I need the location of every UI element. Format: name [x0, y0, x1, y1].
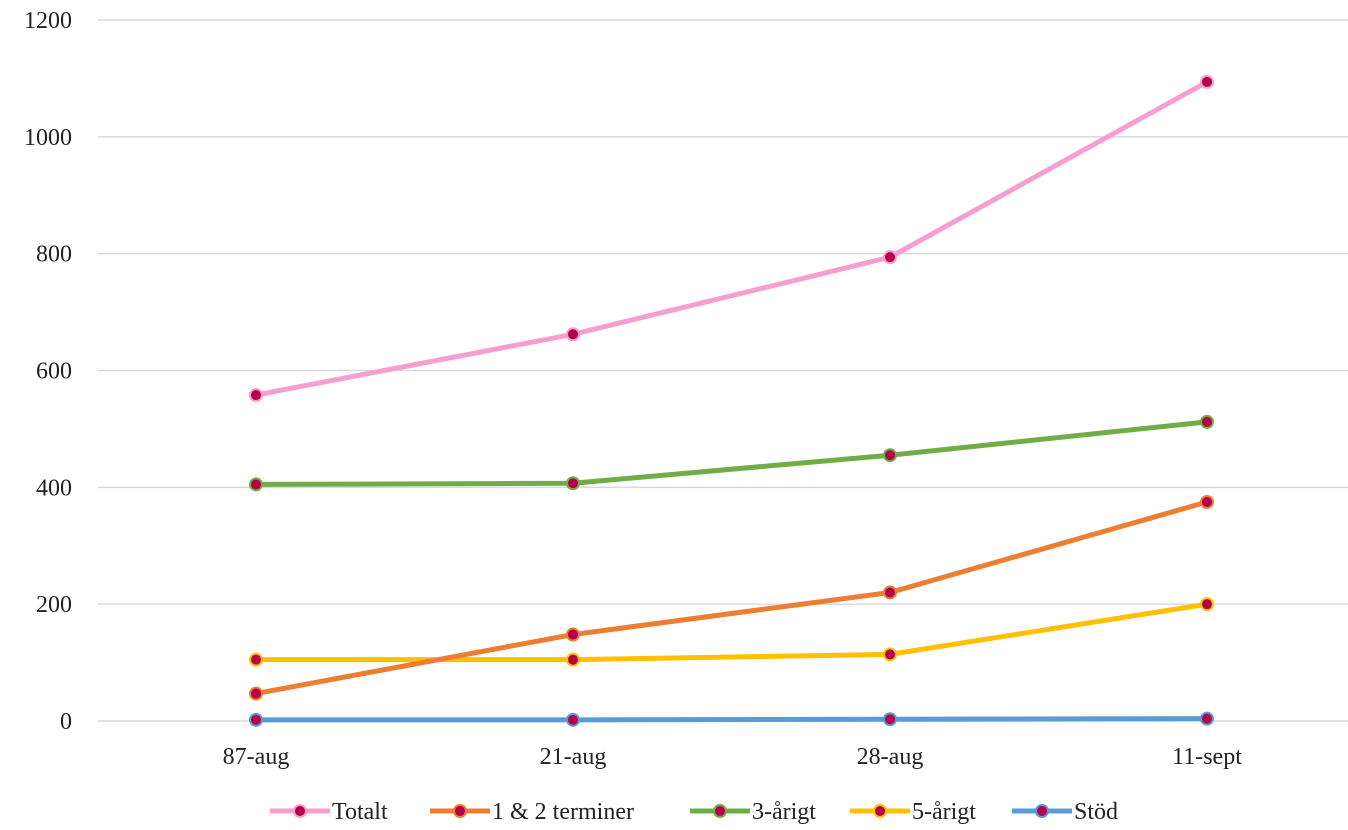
- legend-swatch-marker: [453, 804, 467, 818]
- legend-swatch-marker: [1035, 804, 1049, 818]
- series-line: [253, 601, 1210, 663]
- legend-item: 5-årigt: [850, 799, 976, 825]
- legend-item: Totalt: [270, 799, 388, 825]
- data-point: [1200, 74, 1214, 89]
- data-point: [1200, 597, 1214, 612]
- x-tick-label: 87-aug: [223, 744, 290, 770]
- series-line: [253, 499, 1210, 697]
- x-tick-label: 11-sept: [1172, 744, 1242, 770]
- legend: Totalt 1 & 2 terminer 3-årigt 5-årigt Stöd: [270, 799, 1118, 825]
- data-point: [566, 627, 580, 642]
- series-stöd: [249, 711, 1214, 727]
- legend-label: 3-årigt: [752, 799, 816, 825]
- data-point: [1200, 494, 1214, 509]
- y-tick-label: 200: [36, 592, 72, 618]
- x-axis-tick-labels: 87-aug 21-aug 28-aug 11-sept: [223, 744, 1243, 770]
- series-line: [253, 79, 1210, 398]
- data-point: [249, 477, 263, 492]
- data-point: [883, 250, 897, 265]
- legend-swatch-marker: [713, 804, 727, 818]
- legend-label: 5-årigt: [912, 799, 976, 825]
- y-tick-label: 600: [36, 359, 72, 385]
- legend-label: Stöd: [1074, 799, 1118, 825]
- data-point: [883, 647, 897, 662]
- series-3-årigt: [249, 414, 1214, 492]
- y-tick-label: 1000: [24, 125, 72, 151]
- series-totalt: [249, 74, 1214, 403]
- legend-item: Stöd: [1012, 799, 1118, 825]
- data-point: [1200, 711, 1214, 726]
- legend-swatch-marker: [873, 804, 887, 818]
- x-tick-label: 21-aug: [540, 744, 607, 770]
- legend-item: 3-årigt: [690, 799, 816, 825]
- data-point: [249, 686, 263, 701]
- x-tick-label: 28-aug: [857, 744, 924, 770]
- y-tick-label: 400: [36, 475, 72, 501]
- series-5-årigt: [249, 597, 1214, 667]
- data-point: [883, 448, 897, 463]
- y-tick-label: 800: [36, 242, 72, 268]
- series-line: [253, 419, 1210, 487]
- data-point: [883, 712, 897, 727]
- y-tick-label: 1200: [24, 8, 72, 34]
- data-point: [249, 652, 263, 667]
- data-point: [883, 585, 897, 600]
- y-axis-tick-labels: 0 200 400 600 800 1000 1200: [24, 8, 72, 735]
- y-tick-label: 0: [60, 709, 72, 735]
- legend-label: Totalt: [332, 799, 388, 825]
- legend-swatch-marker: [293, 804, 307, 818]
- data-point: [566, 327, 580, 342]
- series-line: [253, 716, 1210, 723]
- series-lines: [249, 74, 1214, 727]
- series-1-2-terminer: [249, 494, 1214, 701]
- data-point: [566, 476, 580, 491]
- data-point: [249, 712, 263, 727]
- gridlines: [98, 19, 1348, 722]
- data-point: [1200, 414, 1214, 429]
- legend-label: 1 & 2 terminer: [492, 799, 634, 825]
- data-point: [566, 652, 580, 667]
- legend-item: 1 & 2 terminer: [430, 799, 634, 825]
- data-point: [566, 712, 580, 727]
- data-point: [249, 388, 263, 403]
